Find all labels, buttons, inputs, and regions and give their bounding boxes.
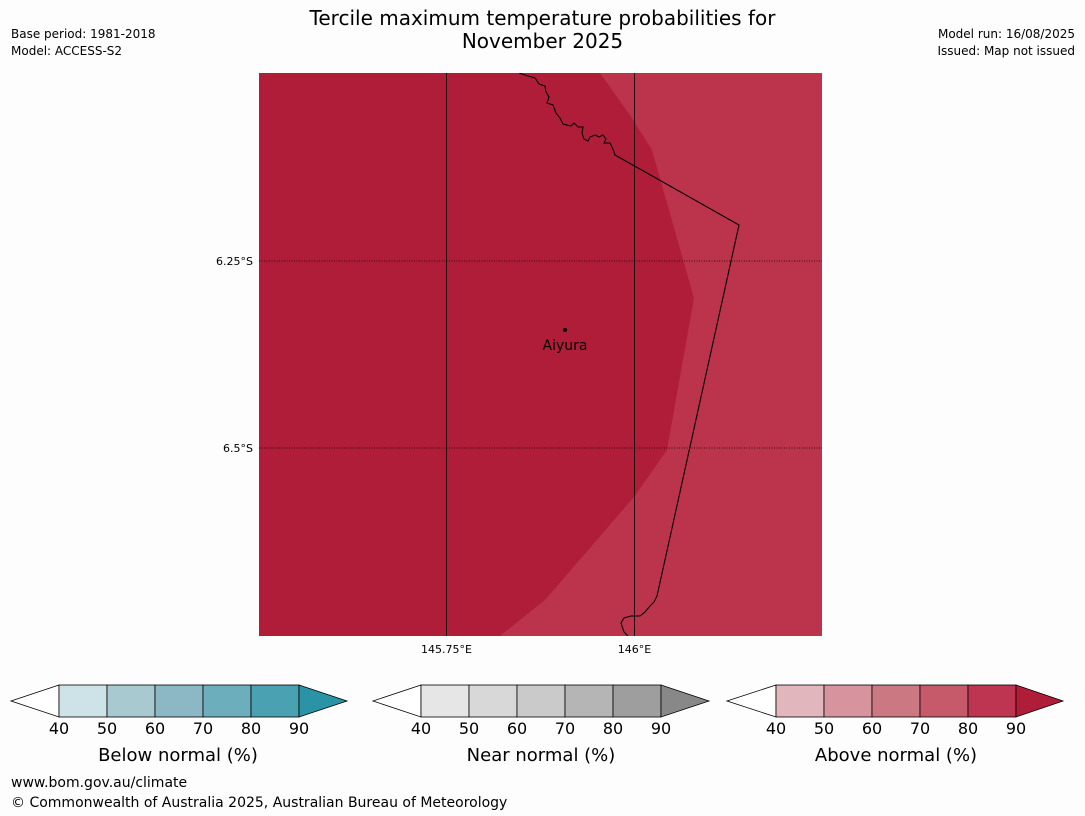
colorbar-above-low-extension	[725, 684, 777, 718]
colorbar-above-segment	[967, 684, 1017, 718]
colorbar-near-tick: 70	[554, 719, 576, 738]
colorbar-above-segment	[871, 684, 921, 718]
colorbar-near-tick: 50	[458, 719, 480, 738]
colorbar-above-tick: 80	[957, 719, 979, 738]
colorbar-below-tick: 60	[144, 719, 166, 738]
colorbar-near-low-extension	[371, 684, 422, 718]
colorbar-near-segment	[420, 684, 470, 718]
colorbar-below-high-extension	[298, 684, 349, 718]
lat-label-6-5: 6.5°S	[223, 442, 253, 455]
colorbar-near-segment	[612, 684, 662, 718]
colorbar-below-segment	[106, 684, 156, 718]
colorbar-below-tick: 90	[288, 719, 310, 738]
colorbar-above	[725, 684, 1065, 718]
meta-left: Base period: 1981-2018 Model: ACCESS-S2	[11, 26, 156, 60]
colorbar-below	[9, 684, 349, 718]
colorbar-below-tick: 80	[240, 719, 262, 738]
footer-copyright: © Commonwealth of Australia 2025, Austra…	[11, 795, 508, 811]
colorbar-above-tick: 40	[765, 719, 787, 738]
colorbar-below-tick: 50	[96, 719, 118, 738]
colorbar-near-tick: 40	[410, 719, 432, 738]
colorbar-above-tick: 60	[861, 719, 883, 738]
colorbar-near-tick: 80	[602, 719, 624, 738]
town-dot	[563, 328, 567, 332]
colorbar-above-tick: 90	[1005, 719, 1027, 738]
colorbar-below-tick: 40	[48, 719, 70, 738]
colorbar-below-segment	[154, 684, 204, 718]
title-line-2: November 2025	[461, 29, 624, 53]
footer-url[interactable]: www.bom.gov.au/climate	[11, 775, 188, 791]
colorbar-above-tick: 70	[909, 719, 931, 738]
colorbar-near-segment	[468, 684, 518, 718]
colorbar-below-segment	[250, 684, 300, 718]
title-line-1: Tercile maximum temperature probabilitie…	[309, 6, 776, 30]
town-label: Aiyura	[543, 338, 588, 354]
colorbar-near-tick: 90	[650, 719, 672, 738]
colorbar-above-high-extension	[1015, 684, 1065, 718]
band-90-plus	[259, 73, 694, 636]
colorbar-near	[371, 684, 711, 718]
colorbar-above-segment	[775, 684, 825, 718]
model-name: Model: ACCESS-S2	[11, 44, 123, 58]
border-line	[518, 73, 740, 636]
lon-label-146: 146°E	[618, 643, 651, 656]
colorbar-above-tick: 50	[813, 719, 835, 738]
model-run: Model run: 16/08/2025	[937, 27, 1075, 41]
lat-label-6-25: 6.25°S	[216, 255, 253, 268]
lon-label-145-75: 145.75°E	[421, 643, 472, 656]
meta-right: Model run: 16/08/2025 Issued: Map not is…	[937, 26, 1075, 60]
colorbar-above-segment	[919, 684, 969, 718]
colorbar-near-high-extension	[660, 684, 711, 718]
colorbar-near-label: Near normal (%)	[466, 745, 616, 766]
colorbar-above-segment	[823, 684, 873, 718]
colorbar-above-label: Above normal (%)	[814, 745, 978, 766]
colorbar-below-low-extension	[9, 684, 60, 718]
map-area: Aiyura	[259, 73, 822, 636]
colorbar-below-segment	[202, 684, 252, 718]
colorbar-near-segment	[564, 684, 614, 718]
colorbar-near-segment	[516, 684, 566, 718]
base-period: Base period: 1981-2018	[11, 27, 156, 41]
colorbar-below-label: Below normal (%)	[98, 745, 258, 766]
issued-status: Issued: Map not issued	[937, 44, 1075, 58]
map-title: Tercile maximum temperature probabilitie…	[0, 7, 1085, 53]
colorbar-below-tick: 70	[192, 719, 214, 738]
colorbar-near-tick: 60	[506, 719, 528, 738]
colorbar-below-segment	[58, 684, 108, 718]
